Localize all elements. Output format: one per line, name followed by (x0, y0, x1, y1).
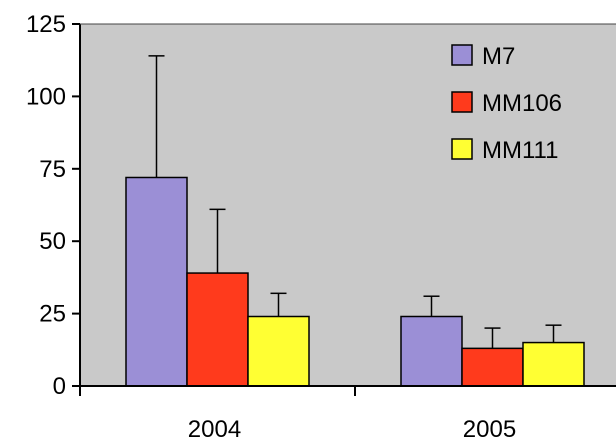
x-tick-label: 2004 (188, 416, 241, 443)
legend-swatch-mm111 (451, 138, 473, 160)
legend-label-mm111: MM111 (482, 137, 558, 164)
legend-label-mm106: MM106 (482, 90, 562, 117)
y-tick-label: 0 (53, 373, 66, 400)
bar-m7-2004 (125, 176, 188, 387)
y-tick-label: 125 (26, 11, 66, 38)
legend-label-m7: M7 (482, 43, 515, 70)
bar-mm106-2005 (461, 347, 524, 387)
y-tick-label: 100 (26, 83, 66, 110)
bar-mm111-2004 (247, 315, 310, 387)
x-tick-label: 2005 (463, 416, 516, 443)
legend-swatch-mm106 (451, 91, 473, 113)
error-bars (148, 55, 562, 349)
bar-m7-2005 (400, 315, 463, 387)
y-axis-ticks: 0 25 50 75 100 125 (26, 11, 80, 400)
x-axis-labels: 2004 2005 (188, 416, 516, 443)
bar-mm106-2004 (186, 272, 249, 387)
y-tick-label: 50 (39, 228, 66, 255)
bar-mm111-2005 (522, 341, 585, 387)
y-tick-label: 75 (39, 156, 66, 183)
legend-swatch-m7 (451, 44, 473, 66)
bars (125, 176, 585, 387)
axes (79, 23, 616, 396)
y-tick-label: 25 (39, 301, 66, 328)
legend: M7 MM106 MM111 (451, 43, 562, 164)
